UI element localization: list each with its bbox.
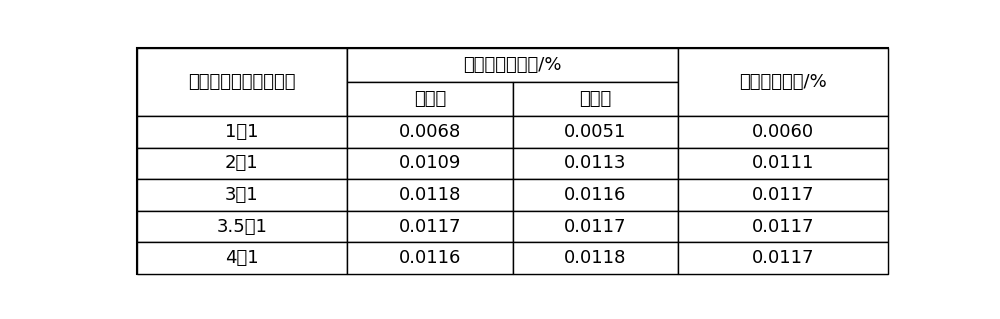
Bar (512, 211, 678, 242)
Bar (347, 48, 678, 116)
Bar (512, 147, 678, 179)
Text: 0.0116: 0.0116 (399, 249, 461, 267)
Bar (512, 116, 678, 147)
Text: 第２次: 第２次 (579, 90, 611, 108)
Bar (678, 147, 888, 179)
Text: 0.0116: 0.0116 (564, 186, 626, 204)
Text: 0.0117: 0.0117 (752, 249, 814, 267)
Text: 第１次: 第１次 (414, 90, 446, 108)
Text: 3：1: 3：1 (225, 186, 259, 204)
Text: 2：1: 2：1 (225, 154, 259, 172)
Text: 0.0109: 0.0109 (399, 154, 461, 172)
Bar (347, 179, 512, 211)
Text: 1：1: 1：1 (225, 123, 259, 141)
Bar (137, 242, 347, 274)
Bar (678, 116, 888, 147)
Bar (512, 179, 678, 211)
Bar (347, 147, 512, 179)
Text: 0.0117: 0.0117 (399, 218, 461, 236)
Text: 3.5：1: 3.5：1 (216, 218, 267, 236)
Text: 0.0060: 0.0060 (752, 123, 814, 141)
Bar (347, 82, 512, 116)
Bar (137, 211, 347, 242)
Text: 平均值，质量/%: 平均值，质量/% (739, 73, 827, 91)
Text: 0.0051: 0.0051 (564, 123, 626, 141)
Bar (347, 116, 512, 147)
Bar (512, 242, 678, 274)
Text: 0.0111: 0.0111 (752, 154, 814, 172)
Text: 三氧化鑂与样品质量比: 三氧化鑂与样品质量比 (188, 73, 296, 91)
Text: 0.0117: 0.0117 (752, 186, 814, 204)
Bar (137, 179, 347, 211)
Text: 0.0118: 0.0118 (564, 249, 626, 267)
Text: 0.0118: 0.0118 (399, 186, 461, 204)
Bar (678, 242, 888, 274)
Text: 0.0068: 0.0068 (399, 123, 461, 141)
Text: 0.0117: 0.0117 (752, 218, 814, 236)
Bar (347, 48, 678, 82)
Text: 硫测定值，质量/%: 硫测定值，质量/% (463, 56, 562, 74)
Bar (347, 242, 512, 274)
Bar (137, 147, 347, 179)
Text: 0.0113: 0.0113 (564, 154, 626, 172)
Text: 0.0117: 0.0117 (564, 218, 626, 236)
Bar (137, 48, 347, 116)
Bar (512, 82, 678, 116)
Bar (678, 211, 888, 242)
Bar (137, 116, 347, 147)
Bar (678, 179, 888, 211)
Bar (347, 211, 512, 242)
Bar (678, 48, 888, 116)
Text: 4：1: 4：1 (225, 249, 259, 267)
